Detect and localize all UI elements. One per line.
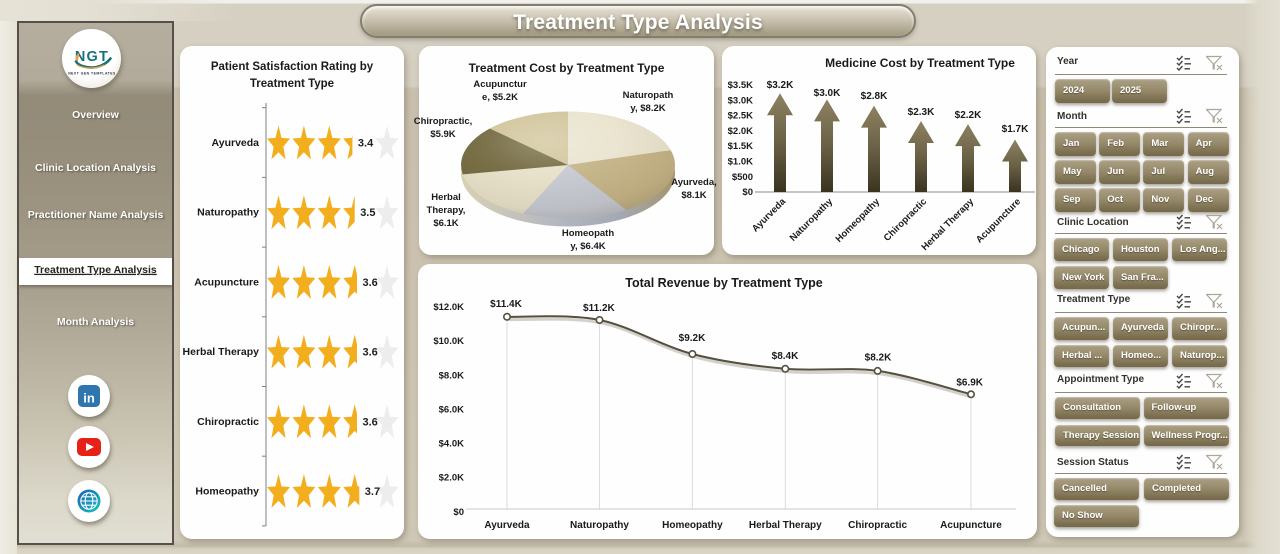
svg-text:$11.2K: $11.2K <box>583 303 615 314</box>
svg-text:$3.2K: $3.2K <box>767 80 794 91</box>
svg-text:$11.4K: $11.4K <box>490 299 522 310</box>
svg-text:Homeopath: Homeopath <box>562 228 614 239</box>
svg-text:$10.0K: $10.0K <box>433 336 464 347</box>
svg-text:$4.0K: $4.0K <box>439 439 464 450</box>
svg-text:in: in <box>83 391 95 406</box>
svg-text:$500: $500 <box>732 172 753 183</box>
svg-text:Chiropractic,: Chiropractic, <box>414 116 473 127</box>
svg-text:$3.0K: $3.0K <box>814 88 841 99</box>
svg-text:$3.0K: $3.0K <box>728 95 753 106</box>
svg-text:$5.9K: $5.9K <box>430 129 455 140</box>
svg-text:y, $8.2K: y, $8.2K <box>630 103 665 114</box>
svg-text:Acupunctur: Acupunctur <box>473 79 527 90</box>
svg-text:Ayurveda: Ayurveda <box>212 137 260 149</box>
svg-text:$2.2K: $2.2K <box>955 110 982 121</box>
svg-text:$8.1K: $8.1K <box>681 190 706 201</box>
svg-text:Medicine Cost by Treatment Typ: Medicine Cost by Treatment Type <box>825 56 1015 70</box>
svg-text:3.4: 3.4 <box>358 138 374 150</box>
svg-text:$2.5K: $2.5K <box>728 111 753 122</box>
svg-text:NEXT GEN TEMPLATES: NEXT GEN TEMPLATES <box>68 72 116 76</box>
svg-text:$6.9K: $6.9K <box>956 378 983 389</box>
svg-text:Acupuncture: Acupuncture <box>194 276 259 288</box>
svg-text:e, $5.2K: e, $5.2K <box>482 92 518 103</box>
svg-text:Acupuncture: Acupuncture <box>974 196 1023 245</box>
svg-text:Ayurveda,: Ayurveda, <box>671 177 717 188</box>
svg-text:$1.0K: $1.0K <box>728 157 753 168</box>
svg-text:Chiropractic: Chiropractic <box>882 196 929 243</box>
svg-text:3.6: 3.6 <box>363 277 378 289</box>
svg-text:NGT: NGT <box>75 49 109 65</box>
svg-text:Total Revenue by Treatment Typ: Total Revenue by Treatment Type <box>625 276 823 290</box>
svg-text:Ayurveda: Ayurveda <box>484 520 530 531</box>
svg-text:Naturopathy: Naturopathy <box>197 207 259 219</box>
svg-text:$0: $0 <box>453 507 464 518</box>
svg-text:Acupuncture: Acupuncture <box>940 520 1002 531</box>
svg-text:$2.0K: $2.0K <box>439 473 464 484</box>
svg-text:Homeopathy: Homeopathy <box>662 520 723 531</box>
svg-text:3.5: 3.5 <box>360 207 375 219</box>
svg-text:Therapy,: Therapy, <box>427 205 466 216</box>
svg-text:3.6: 3.6 <box>363 347 378 359</box>
svg-text:$6.0K: $6.0K <box>439 404 464 415</box>
svg-text:y, $6.4K: y, $6.4K <box>570 241 605 252</box>
svg-text:Homeopathy: Homeopathy <box>195 486 259 498</box>
svg-text:$1.7K: $1.7K <box>1002 124 1029 135</box>
svg-text:Ayurveda: Ayurveda <box>750 196 789 235</box>
svg-text:$0: $0 <box>742 187 753 198</box>
svg-text:Herbal Therapy: Herbal Therapy <box>183 346 260 358</box>
svg-text:Naturopathy: Naturopathy <box>570 520 629 531</box>
svg-text:Herbal: Herbal <box>431 192 461 203</box>
svg-text:Chiropractic: Chiropractic <box>848 520 907 531</box>
svg-text:$2.8K: $2.8K <box>861 91 888 102</box>
svg-text:Chiropractic: Chiropractic <box>197 416 259 428</box>
svg-text:3.7: 3.7 <box>365 486 380 498</box>
svg-text:Herbal Therapy: Herbal Therapy <box>749 520 822 531</box>
svg-text:Naturopathy: Naturopathy <box>788 196 836 244</box>
svg-text:$6.1K: $6.1K <box>433 218 458 229</box>
svg-text:Homeopathy: Homeopathy <box>834 196 883 245</box>
svg-text:$8.0K: $8.0K <box>439 370 464 381</box>
svg-text:$2.3K: $2.3K <box>908 107 935 118</box>
svg-text:$12.0K: $12.0K <box>433 302 464 313</box>
svg-text:Naturopath: Naturopath <box>623 90 674 101</box>
svg-text:$8.2K: $8.2K <box>865 353 892 364</box>
svg-text:$1.5K: $1.5K <box>728 141 753 152</box>
svg-text:$8.4K: $8.4K <box>772 351 799 362</box>
svg-text:$9.2K: $9.2K <box>679 333 706 344</box>
svg-text:$3.5K: $3.5K <box>728 80 753 91</box>
svg-text:$2.0K: $2.0K <box>728 126 753 137</box>
svg-text:3.6: 3.6 <box>363 416 378 428</box>
